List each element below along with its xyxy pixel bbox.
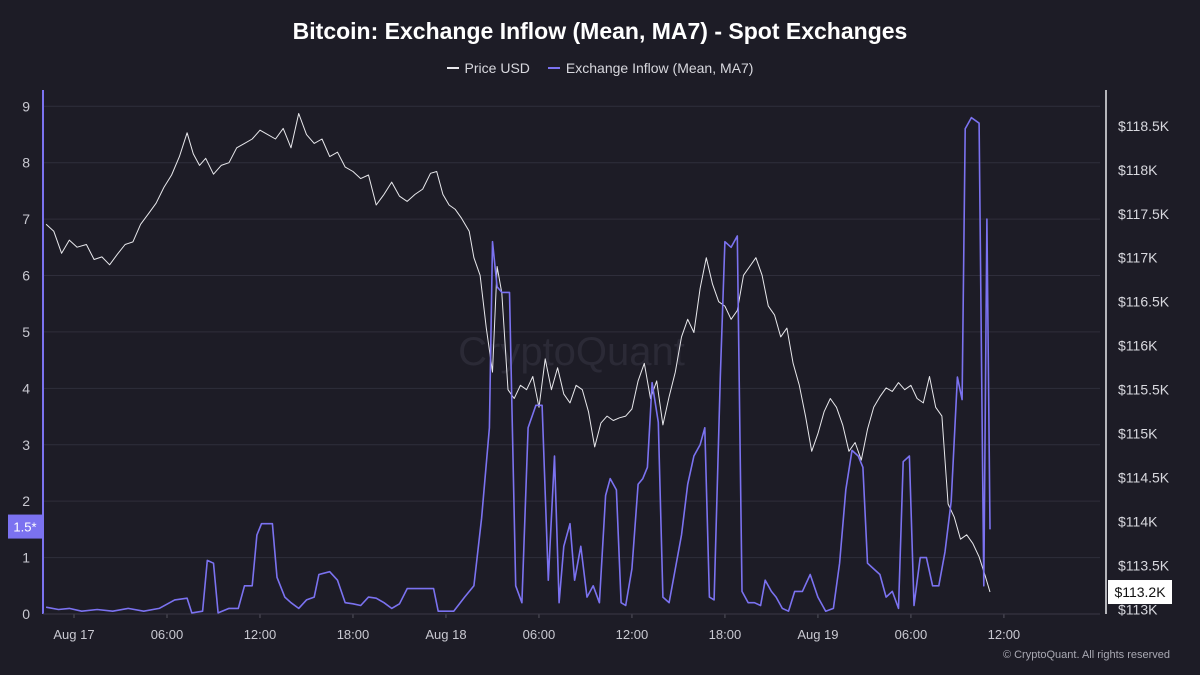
x-axis-tick-label: 06:00: [151, 627, 184, 642]
price-line: [45, 113, 991, 593]
x-axis-tick-label: 06:00: [895, 627, 928, 642]
left-axis-tick-label: 9: [22, 98, 30, 114]
left-current-value: 1.5*: [13, 520, 36, 535]
inflow-line: [45, 116, 991, 614]
left-axis-tick-label: 8: [22, 155, 30, 171]
right-axis-tick-label: $116.5K: [1118, 294, 1170, 310]
right-axis-tick-label: $113K: [1118, 602, 1158, 618]
legend-item-price[interactable]: Price USD: [446, 60, 530, 76]
left-axis-tick-label: 7: [22, 211, 30, 227]
left-axis-tick-label: 2: [22, 493, 30, 509]
legend-label-inflow: Exchange Inflow (Mean, MA7): [565, 60, 754, 76]
right-axis-tick-label: $114K: [1118, 514, 1158, 530]
left-current-badge: [8, 514, 42, 539]
watermark: CryptoQuant: [458, 330, 685, 374]
right-axis-tick-label: $117.5K: [1118, 206, 1170, 222]
x-axis-tick-label: 18:00: [337, 627, 370, 642]
right-axis-tick-label: $115K: [1118, 426, 1158, 442]
right-axis-tick-label: $115.5K: [1118, 382, 1170, 398]
right-axis-tick-label: $118.5K: [1118, 118, 1170, 134]
right-axis-tick-label: $113.5K: [1118, 558, 1170, 574]
left-axis-tick-label: 1: [22, 550, 30, 566]
x-axis-tick-label: 18:00: [709, 627, 742, 642]
left-axis-tick-label: 4: [22, 380, 30, 396]
x-axis-tick-label: Aug 18: [425, 627, 466, 642]
right-axis-tick-label: $118K: [1118, 162, 1158, 178]
right-current-value: $113.2K: [1114, 584, 1166, 600]
legend-item-inflow[interactable]: Exchange Inflow (Mean, MA7): [547, 60, 754, 76]
left-axis-tick-label: 6: [22, 268, 30, 284]
right-axis-tick-label: $114.5K: [1118, 470, 1170, 486]
x-axis-tick-label: 12:00: [988, 627, 1021, 642]
left-axis-tick-label: 0: [22, 606, 30, 622]
left-axis-tick-label: 5: [22, 324, 30, 340]
chart-legend: Price USD Exchange Inflow (Mean, MA7): [0, 60, 1200, 76]
price-legend-swatch: [446, 67, 459, 69]
x-axis-tick-label: Aug 19: [797, 627, 838, 642]
right-axis-tick-label: $117K: [1118, 250, 1158, 266]
x-axis-tick-label: 12:00: [616, 627, 649, 642]
legend-label-price: Price USD: [464, 60, 530, 76]
x-axis-tick-label: 12:00: [244, 627, 277, 642]
copyright-notice: © CryptoQuant. All rights reserved: [1002, 649, 1170, 661]
right-axis-tick-label: $116K: [1118, 338, 1158, 354]
chart-title: Bitcoin: Exchange Inflow (Mean, MA7) - S…: [292, 18, 908, 44]
inflow-legend-swatch: [547, 67, 560, 69]
x-axis-tick-label: 06:00: [523, 627, 556, 642]
left-axis-tick-label: 3: [22, 437, 30, 453]
x-axis-tick-label: Aug 17: [53, 627, 94, 642]
right-current-badge: [1108, 580, 1172, 605]
